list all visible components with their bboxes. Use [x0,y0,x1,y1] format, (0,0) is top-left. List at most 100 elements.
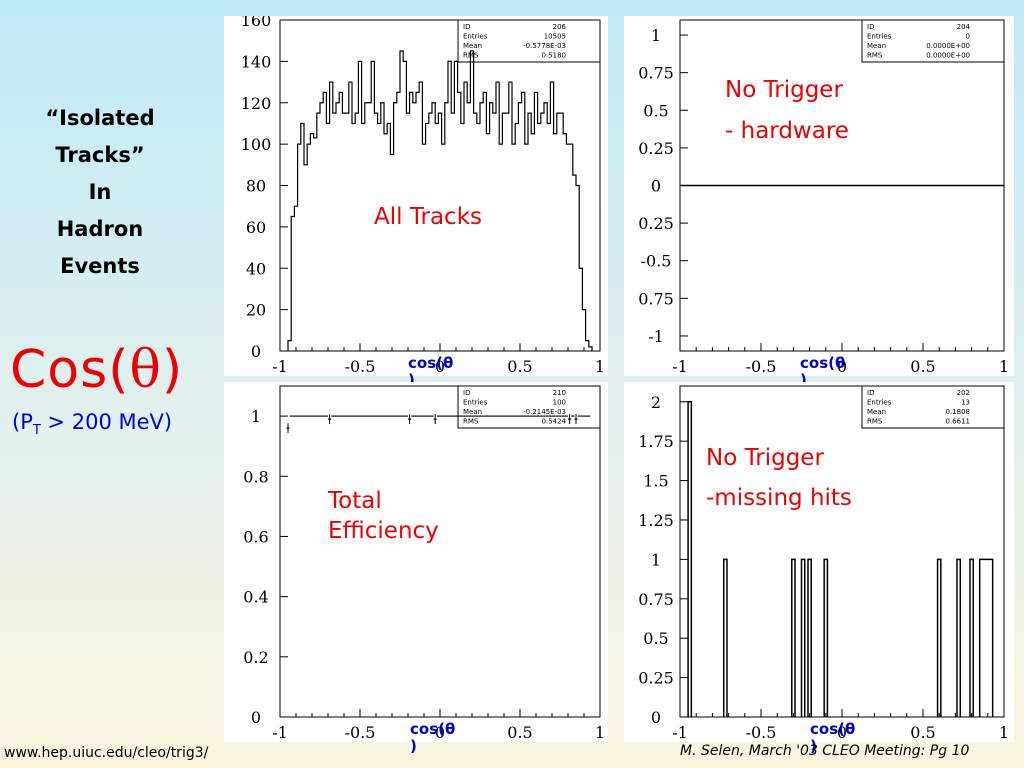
histogram-bin [298,144,301,351]
y-tick-label: 0.75 [638,64,674,83]
x-tick-label: 0 [837,357,847,376]
title-line: Hadron [56,217,144,241]
x-tick-label: 1 [999,723,1009,742]
x-tick-label: -0.5 [746,723,777,742]
histogram-bin [342,113,345,351]
histogram-bin [368,103,371,351]
pt-cut: (PT > 200 MeV) [12,410,172,438]
plot-frame [279,385,601,718]
histogram-bin [387,123,390,351]
x-tick-label: 0.5 [507,723,532,742]
stats-value: 0.0000E+00 [926,52,970,60]
histogram-bin [326,123,329,351]
histogram-bin [499,144,502,351]
histogram-bin [978,558,994,717]
x-tick-label: 0.5 [910,723,935,742]
stats-key: ID [463,389,470,397]
stats-key: Entries [463,399,488,407]
y-tick-label: 80 [246,177,266,196]
histogram-bin [310,134,313,351]
y-tick-label: 0 [651,708,661,727]
xlabel-no-trigger-hardware: cos(θ ) [800,355,845,389]
y-tick-label: 0.2 [243,648,268,667]
histogram-bin [346,113,349,351]
histogram-bin [807,558,812,717]
x-tick-label: 1 [595,723,605,742]
cos-theta-title: Cos(θ) [10,340,183,400]
stats-key: RMS [463,418,479,426]
xlabel-line: ) [408,371,415,389]
y-tick-label: 40 [246,259,266,278]
y-tick-label: 0.75 [638,289,674,308]
y-tick-label: 0.25 [638,669,674,688]
title-line: Events [60,254,140,278]
stats-box [861,385,1005,429]
histogram-bin [352,123,355,351]
annotation-line: Efficiency [328,518,439,544]
x-tick-label: -0.5 [746,357,777,376]
y-tick-label: 20 [246,301,266,320]
stats-key: Entries [867,33,892,41]
stats-key: RMS [867,52,883,60]
annotation-no-trigger-hardware: No Trigger - hardware [725,70,849,152]
histogram-bin [291,217,294,351]
title-line: Tracks” [55,143,145,167]
histogram-bin [320,103,323,351]
stats-value: 13 [961,399,970,407]
y-tick-label: -0.5 [641,252,672,271]
y-tick-label: 0.4 [243,588,268,607]
histogram-bin [522,92,525,351]
histogram-bin [317,113,320,351]
histogram-bin [406,113,409,351]
histogram-bin [563,134,566,351]
title-line: In [88,180,112,204]
histogram-bin [722,558,728,717]
histogram-bin [509,82,512,351]
histogram-bin [823,558,829,717]
histogram-bin [349,82,352,351]
histogram-bin [422,144,425,351]
cos-prefix: Cos( [10,340,130,400]
xlabel-line: ) [810,737,817,755]
xlabel-no-trigger-missing-hits: cos(θ ) [810,721,855,755]
pt-subscript: T [32,423,41,439]
histogram-bin [544,103,547,351]
histogram-bin [956,558,962,717]
histogram-bin [483,92,486,351]
y-tick-label: 0 [251,708,261,727]
title-line: “Isolated [45,106,155,130]
histogram-bin [589,347,592,351]
x-tick-label: -1 [672,357,688,376]
xlabel-line: cos(θ [410,720,456,738]
y-tick-label: 140 [241,52,272,71]
y-tick-label: 1.75 [638,432,674,451]
xlabel-all-tracks: cos(θ ) [408,355,453,389]
histogram-bin [336,103,339,351]
y-tick-label: 0 [251,342,261,361]
y-tick-label: 120 [241,94,272,113]
stats-key: Mean [867,408,886,416]
annotation-line: No Trigger [725,77,843,103]
histogram-bin [687,401,693,717]
histogram-bin [534,92,537,351]
histogram-bin [365,103,368,351]
pt-prefix: (P [12,410,33,434]
y-tick-label: 0.25 [638,139,674,158]
histogram-bin [358,61,361,351]
stats-key: Mean [463,408,482,416]
stats-key: RMS [867,418,883,426]
source-url: www.hep.uiuc.edu/cleo/trig3/ [4,745,209,761]
stats-box [457,19,601,63]
y-tick-label: 0.75 [638,590,674,609]
theta-symbol: θ [129,340,162,400]
histogram-bin [557,113,560,351]
x-tick-label: 0 [435,723,445,742]
histogram-bin [477,123,480,351]
stats-box [457,385,601,429]
histogram-bin [301,123,304,351]
histogram-bin [288,341,291,351]
stats-value: 0.1808 [946,408,971,416]
stats-value: 0.5424 [542,418,567,426]
stats-value: 202 [957,389,970,397]
histogram-bin [333,113,336,351]
